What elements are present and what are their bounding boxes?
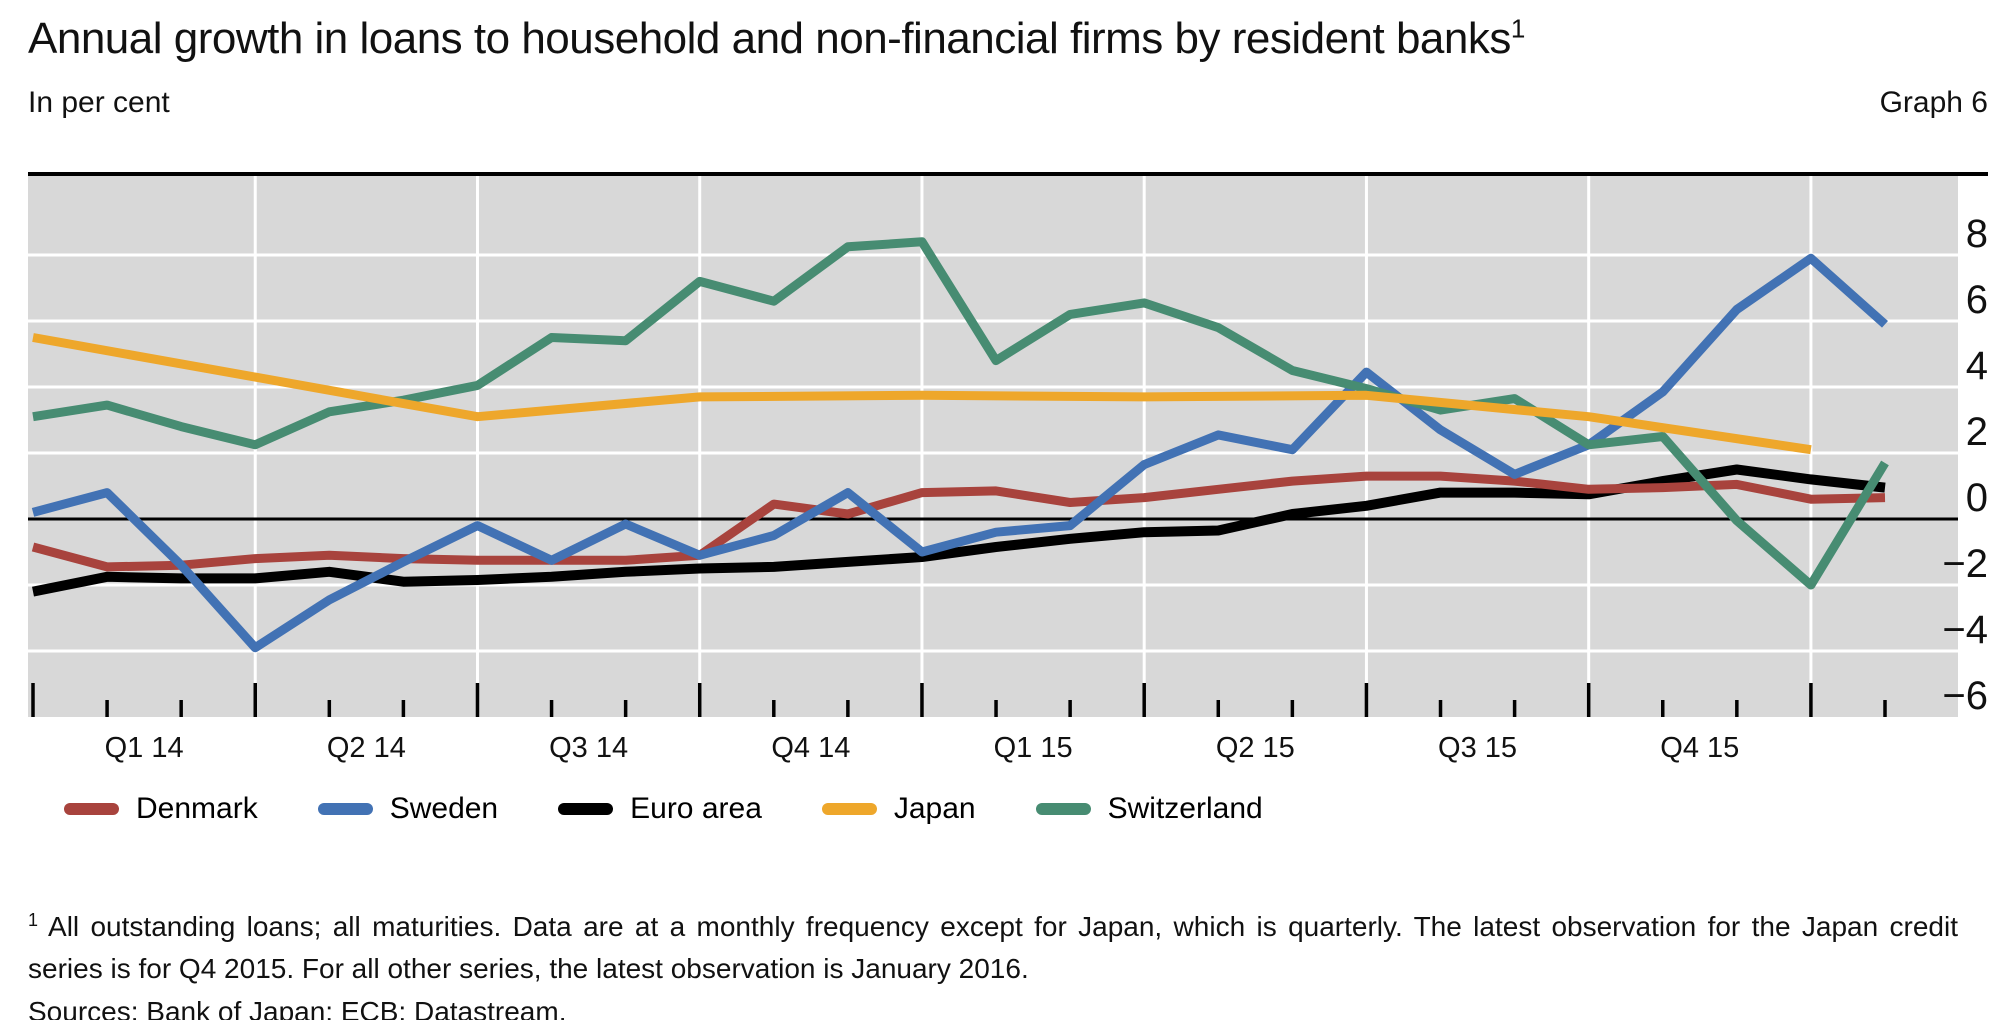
y-axis-label: −6 xyxy=(1942,674,1988,718)
subtitle-row: In per cent Graph 6 xyxy=(28,86,1988,120)
series-line-euro_area xyxy=(32,464,1886,597)
x-axis-label: Q2 15 xyxy=(1216,732,1295,764)
series-line-denmark xyxy=(31,471,1886,572)
legend-swatch-euro_area xyxy=(558,803,614,815)
series-line-switzerland xyxy=(32,237,1889,590)
title-footnote-marker: 1 xyxy=(1510,13,1525,44)
legend-swatch-denmark xyxy=(64,803,119,815)
footnote: 1 All outstanding loans; all maturities. … xyxy=(28,906,1958,990)
x-axis-label: Q2 14 xyxy=(327,732,406,764)
plot-area xyxy=(28,176,1958,717)
y-axis-label: 2 xyxy=(1966,410,1988,454)
y-axis-label: 6 xyxy=(1966,278,1988,322)
y-axis-label: 4 xyxy=(1966,344,1988,388)
x-axis-label: Q1 14 xyxy=(105,732,184,764)
legend-item-switzerland: Switzerland xyxy=(1035,792,1263,826)
legend-label-switzerland: Switzerland xyxy=(1107,792,1263,825)
plot-top-border xyxy=(28,172,1988,176)
chart-legend: Denmark Sweden Euro area Japan Switzerland xyxy=(64,792,1263,826)
x-axis-label: Q4 14 xyxy=(771,732,850,764)
legend-item-sweden: Sweden xyxy=(317,792,499,826)
series-line-sweden xyxy=(31,253,1888,653)
x-axis-label: Q1 15 xyxy=(994,732,1073,764)
x-axis-label: Q3 15 xyxy=(1438,732,1517,764)
sources-line: Sources: Bank of Japan; ECB; Datastream. xyxy=(28,996,1958,1020)
page-title: Annual growth in loans to household and … xyxy=(28,14,1958,64)
legend-swatch-japan xyxy=(821,803,877,815)
legend-item-japan: Japan xyxy=(821,792,976,826)
legend-label-euro_area: Euro area xyxy=(630,792,762,825)
y-axis-label: −2 xyxy=(1942,542,1988,586)
sources-text: Sources: Bank of Japan; ECB; Datastream. xyxy=(28,996,567,1020)
series-line-japan xyxy=(32,333,1812,455)
footnote-text: All outstanding loans; all maturities. D… xyxy=(28,911,1958,984)
x-axis-label: Q4 15 xyxy=(1660,732,1739,764)
legend-label-japan: Japan xyxy=(893,792,976,825)
legend-swatch-sweden xyxy=(317,803,373,815)
legend-swatch-switzerland xyxy=(1035,803,1091,815)
unit-label: In per cent xyxy=(28,86,170,119)
title-text: Annual growth in loans to household and … xyxy=(28,14,1511,63)
legend-item-denmark: Denmark xyxy=(64,792,258,826)
footnote-marker: 1 xyxy=(28,909,39,930)
chart-svg: 8 6 4 2 0 −2 −4 −6 Q1 14 Q2 14 Q3 14 Q4 14 Q1 15 Q2 1… xyxy=(28,172,1988,764)
legend-item-euro_area: Euro area xyxy=(558,792,762,826)
y-axis-label: −4 xyxy=(1942,608,1988,652)
y-axis-label: 8 xyxy=(1966,212,1988,256)
y-axis-label: 0 xyxy=(1966,476,1988,520)
x-axis-label: Q3 14 xyxy=(549,732,628,764)
legend-label-sweden: Sweden xyxy=(389,792,499,825)
legend-label-denmark: Denmark xyxy=(136,792,258,825)
graph-number-label: Graph 6 xyxy=(1879,86,1988,119)
